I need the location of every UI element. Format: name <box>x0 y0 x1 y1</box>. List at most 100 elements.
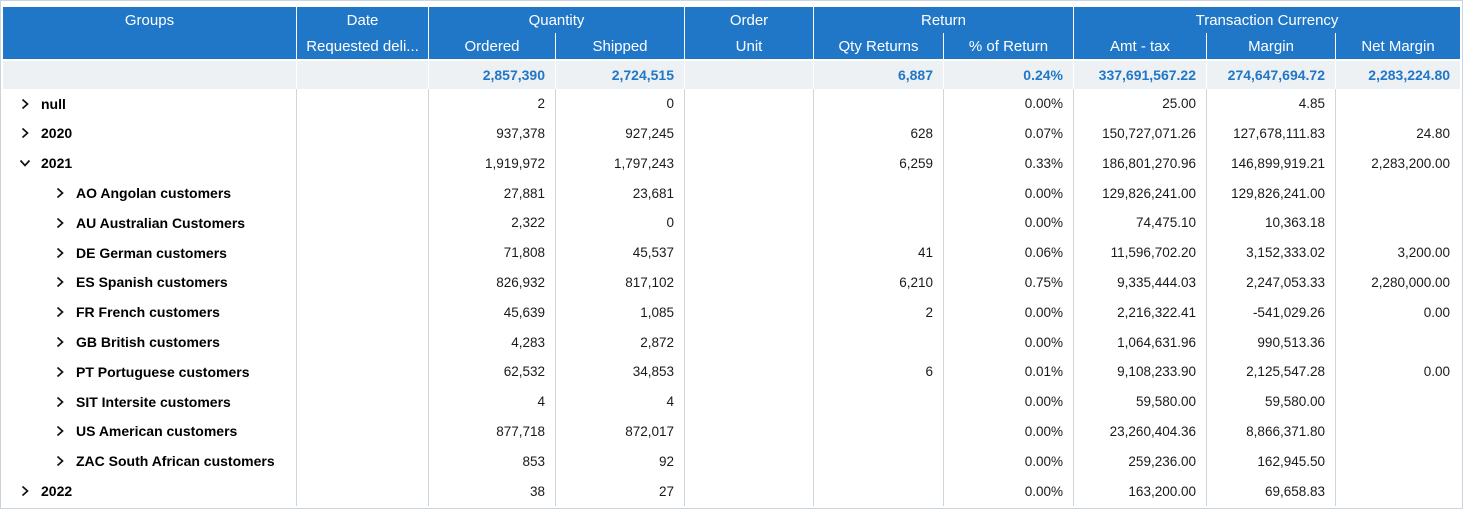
table-row[interactable]: SIT Intersite customers 4 4 0.00% 59,580… <box>3 386 1460 417</box>
total-margin: 274,647,694.72 <box>1206 59 1335 89</box>
cell-requested-delivery <box>296 267 428 298</box>
chevron-right-icon[interactable] <box>53 455 66 468</box>
chevron-right-icon[interactable] <box>53 306 66 319</box>
cell-net-margin: 2,280,000.00 <box>1335 267 1460 298</box>
cell-margin: 8,866,371.80 <box>1206 416 1335 447</box>
chevron-right-icon[interactable] <box>53 187 66 200</box>
chevron-right-icon[interactable] <box>53 246 66 259</box>
cell-ordered: 1,919,972 <box>428 148 555 179</box>
cell-pct-of-return: 0.33% <box>943 148 1073 179</box>
column-header-groups[interactable]: Groups <box>3 7 296 33</box>
table-row[interactable]: US American customers 877,718 872,017 0.… <box>3 416 1460 447</box>
table-row[interactable]: AO Angolan customers 27,881 23,681 0.00%… <box>3 178 1460 208</box>
chevron-right-icon[interactable] <box>53 395 66 408</box>
cell-net-margin <box>1335 416 1460 447</box>
chevron-right-icon[interactable] <box>18 127 31 140</box>
column-header-margin[interactable]: Margin <box>1206 33 1335 59</box>
row-group-wrap: FR French customers <box>3 304 296 320</box>
column-header-requested-delivery[interactable]: Requested deli... <box>296 33 428 59</box>
row-label: AO Angolan customers <box>76 185 232 202</box>
cell-ordered: 71,808 <box>428 237 555 268</box>
cell-net-margin <box>1335 178 1460 208</box>
cell-margin: 162,945.50 <box>1206 446 1335 477</box>
cell-ordered: 877,718 <box>428 416 555 447</box>
chevron-right-icon[interactable] <box>53 216 66 229</box>
cell-qty-returns <box>813 476 943 506</box>
row-group-cell: SIT Intersite customers <box>3 387 296 417</box>
row-group-wrap: AO Angolan customers <box>3 185 296 201</box>
table-row[interactable]: AU Australian Customers 2,322 0 0.00% 74… <box>3 207 1460 238</box>
cell-qty-returns <box>813 446 943 477</box>
row-label: null <box>41 95 66 112</box>
row-group-wrap: 2022 <box>3 483 296 499</box>
table-row[interactable]: ZAC South African customers 853 92 0.00%… <box>3 446 1460 477</box>
cell-amt-tax: 1,064,631.96 <box>1073 327 1206 357</box>
cell-net-margin: 2,283,200.00 <box>1335 148 1460 179</box>
row-group-cell: 2022 <box>3 476 296 506</box>
cell-requested-delivery <box>296 476 428 506</box>
table-body: null 2 0 0.00% 25.00 4.85 2020 937,378 9… <box>3 88 1460 506</box>
cell-margin: 146,899,919.21 <box>1206 148 1335 179</box>
row-group-wrap: SIT Intersite customers <box>3 394 296 410</box>
cell-amt-tax: 186,801,270.96 <box>1073 148 1206 179</box>
cell-margin: 127,678,111.83 <box>1206 118 1335 149</box>
table-row[interactable]: GB British customers 4,283 2,872 0.00% 1… <box>3 327 1460 357</box>
column-header-ordered[interactable]: Ordered <box>428 33 555 59</box>
row-group-cell: null <box>3 89 296 119</box>
column-header-net-margin[interactable]: Net Margin <box>1335 33 1461 59</box>
cell-shipped: 34,853 <box>555 356 684 387</box>
cell-amt-tax: 259,236.00 <box>1073 446 1206 477</box>
column-header-amt-tax[interactable]: Amt - tax <box>1073 33 1206 59</box>
total-unit <box>684 59 813 89</box>
cell-requested-delivery <box>296 207 428 238</box>
row-group-wrap: null <box>3 96 296 112</box>
column-header-qty-returns[interactable]: Qty Returns <box>813 33 943 59</box>
cell-ordered: 62,532 <box>428 356 555 387</box>
chevron-right-icon[interactable] <box>18 97 31 110</box>
chevron-right-icon[interactable] <box>53 425 66 438</box>
table-row[interactable]: ES Spanish customers 826,932 817,102 6,2… <box>3 267 1460 298</box>
column-header-date[interactable]: Date <box>296 7 428 33</box>
cell-shipped: 0 <box>555 88 684 119</box>
row-group-cell: AO Angolan customers <box>3 178 296 208</box>
cell-margin: 2,125,547.28 <box>1206 356 1335 387</box>
table-row[interactable]: 2021 1,919,972 1,797,243 6,259 0.33% 186… <box>3 148 1460 179</box>
table-row[interactable]: FR French customers 45,639 1,085 2 0.00%… <box>3 297 1460 328</box>
column-header-shipped[interactable]: Shipped <box>555 33 684 59</box>
chevron-right-icon[interactable] <box>53 276 66 289</box>
chevron-right-icon[interactable] <box>18 485 31 498</box>
table-row[interactable]: 2022 38 27 0.00% 163,200.00 69,658.83 <box>3 476 1460 506</box>
chevron-right-icon[interactable] <box>53 336 66 349</box>
cell-amt-tax: 25.00 <box>1073 88 1206 119</box>
table-row[interactable]: DE German customers 71,808 45,537 41 0.0… <box>3 237 1460 268</box>
column-header-unit[interactable]: Unit <box>684 33 813 59</box>
cell-margin: -541,029.26 <box>1206 297 1335 328</box>
cell-unit <box>684 297 813 328</box>
table-row[interactable]: null 2 0 0.00% 25.00 4.85 <box>3 88 1460 119</box>
row-group-wrap: PT Portuguese customers <box>3 364 296 380</box>
row-group-cell: 2021 <box>3 148 296 178</box>
total-shipped: 2,724,515 <box>555 59 684 89</box>
table-row[interactable]: PT Portuguese customers 62,532 34,853 6 … <box>3 356 1460 387</box>
chevron-right-icon[interactable] <box>53 365 66 378</box>
cell-qty-returns: 6,210 <box>813 267 943 298</box>
column-header-return[interactable]: Return <box>813 7 1073 33</box>
cell-shipped: 2,872 <box>555 327 684 357</box>
column-header-pct-of-return[interactable]: % of Return <box>943 33 1073 59</box>
cell-unit <box>684 178 813 208</box>
cell-margin: 4.85 <box>1206 88 1335 119</box>
cell-qty-returns <box>813 327 943 357</box>
column-header-transaction-currency[interactable]: Transaction Currency <box>1073 7 1461 33</box>
cell-net-margin: 24.80 <box>1335 118 1460 149</box>
row-label: DE German customers <box>76 244 227 261</box>
column-header-quantity[interactable]: Quantity <box>428 7 684 33</box>
chevron-down-icon[interactable] <box>18 157 31 170</box>
header-group-row: Groups Date Quantity Order Return Transa… <box>3 7 1461 33</box>
row-label: 2021 <box>41 155 73 172</box>
cell-net-margin: 0.00 <box>1335 356 1460 387</box>
cell-shipped: 23,681 <box>555 178 684 208</box>
table-row[interactable]: 2020 937,378 927,245 628 0.07% 150,727,0… <box>3 118 1460 149</box>
cell-pct-of-return: 0.00% <box>943 327 1073 357</box>
column-header-order[interactable]: Order <box>684 7 813 33</box>
cell-unit <box>684 446 813 477</box>
